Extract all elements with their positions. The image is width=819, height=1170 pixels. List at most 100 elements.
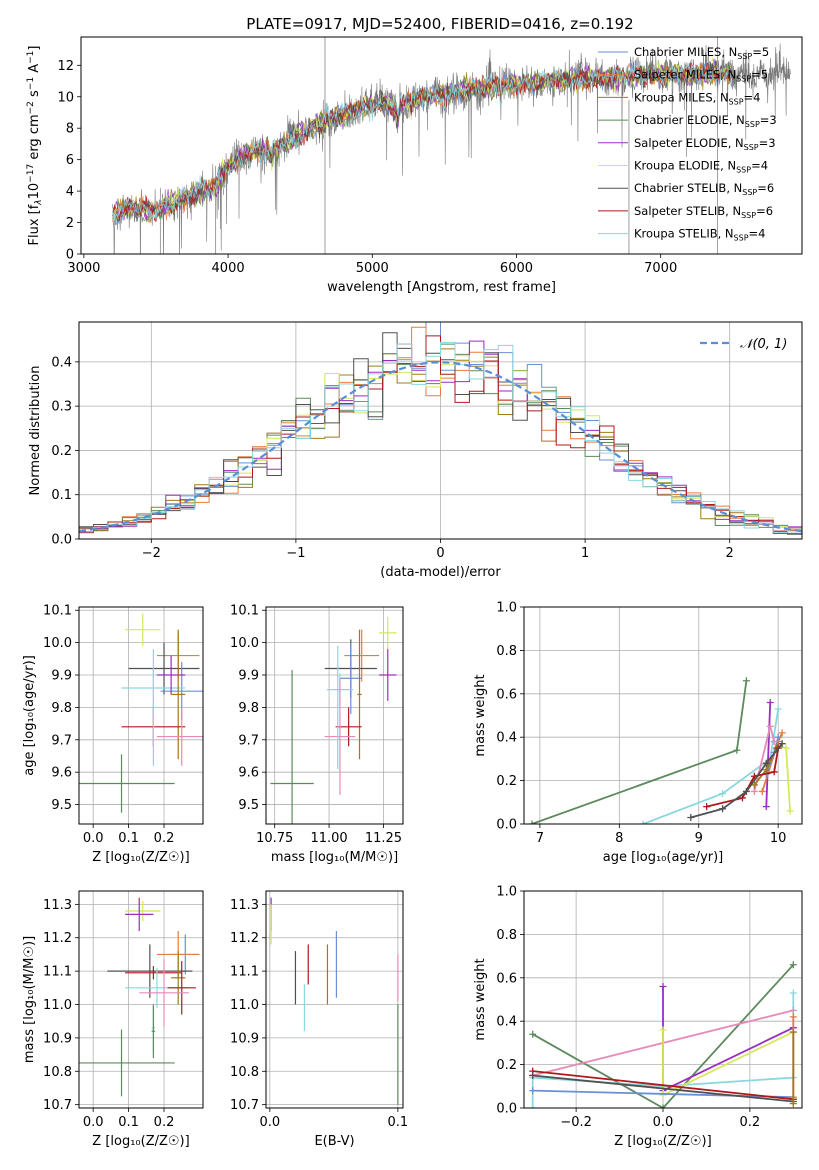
- x-axis-label: E(B-V): [314, 1134, 354, 1149]
- y-tick-label: 0.0: [496, 818, 517, 833]
- legend-label-sub: SSP: [729, 97, 744, 106]
- x-tick-label: 10: [770, 831, 787, 846]
- y-tick-label: 11.2: [43, 931, 72, 946]
- x-tick-label: 10.75: [256, 831, 293, 846]
- y-tick-label: 0.2: [496, 774, 517, 789]
- weight-marker: [762, 803, 770, 811]
- weight-marker: [750, 787, 758, 795]
- y-tick-label: 9.9: [238, 669, 259, 684]
- errorbar-point: [128, 642, 200, 695]
- plot-area-weight_vs_Z: [529, 961, 797, 1108]
- y-tick-label: 9.5: [238, 798, 259, 813]
- x-tick-label: 3000: [67, 261, 100, 276]
- x-tick-label: 0.1: [118, 831, 139, 846]
- legend-label-main: Salpeter STELIB, N: [634, 204, 741, 218]
- y-tick-label: 11.0: [43, 998, 72, 1013]
- weight-marker: [770, 768, 778, 776]
- legend-entry: Chabrier STELIB, NSSP=6: [598, 181, 774, 197]
- y-tick-label: 9.6: [51, 766, 72, 781]
- plot-area-residuals: [79, 322, 802, 539]
- errorbar-point: [171, 629, 186, 760]
- y-tick-label: 1.0: [496, 601, 517, 616]
- x-axis-label: mass [log₁₀(M/M☉)]: [271, 850, 398, 865]
- y-label-part: erg cm: [27, 114, 42, 163]
- y-tick-label: 0.3: [51, 400, 72, 415]
- x-axis-label: Z [log₁₀(Z/Z☉)]: [92, 850, 189, 865]
- y-tick-label: 9.8: [238, 701, 259, 716]
- weight-marker: [659, 1026, 667, 1034]
- legend-label-main: Salpeter MILES, N: [634, 68, 736, 82]
- legend-label: 𝒩(0, 1): [740, 337, 787, 352]
- y-tick-label: 0.4: [51, 355, 72, 370]
- legend-entry: Chabrier ELODIE, NSSP=3: [598, 113, 777, 129]
- legend-label-sub: SSP: [744, 143, 759, 152]
- weight-marker: [789, 961, 797, 969]
- y-tick-label: 10.1: [43, 604, 72, 619]
- weight-marker: [742, 787, 750, 795]
- weight-marker: [762, 759, 770, 767]
- y-tick-label: 10.7: [230, 1098, 259, 1113]
- x-tick-label: 6000: [500, 261, 533, 276]
- y-tick-label: 4: [66, 185, 74, 200]
- weight-marker: [703, 803, 711, 811]
- y-axis-label: mass weight: [473, 674, 488, 756]
- x-axis-label: (data-model)/error: [380, 565, 501, 580]
- y-axis-label: age [log₁₀(age/yr)]: [22, 655, 37, 776]
- legend-label-value: =6: [756, 204, 773, 218]
- y-tick-label: 10: [57, 90, 74, 105]
- y-tick-label: 9.7: [238, 733, 259, 748]
- weight-marker: [529, 1087, 537, 1095]
- y-tick-label: 9.6: [238, 766, 259, 781]
- axes-frame: [78, 606, 204, 825]
- y-tick-label: 12: [57, 59, 74, 74]
- weight-line-salpeter-stelib: [532, 1070, 794, 1101]
- residual-legend: 𝒩(0, 1): [700, 337, 787, 352]
- errorbar-point: [125, 613, 161, 646]
- errorbar-point: [336, 645, 339, 769]
- x-tick-label: 0: [436, 546, 444, 561]
- figure-title: PLATE=0917, MJD=52400, FIBERID=0416, z=0…: [246, 15, 633, 33]
- errorbar-point: [156, 707, 203, 766]
- y-label-part: A: [27, 64, 42, 77]
- plot-area-mass_vs_Z: [79, 897, 200, 1097]
- legend-label-value: =4: [744, 90, 761, 104]
- legend-label-sub: SSP: [745, 120, 760, 129]
- y-tick-label: 11.1: [230, 965, 259, 980]
- x-tick-label: 0.2: [154, 831, 175, 846]
- legend-entry: Kroupa STELIB, NSSP=4: [598, 227, 765, 243]
- x-tick-label: −1: [286, 546, 305, 561]
- y-label-part: −1: [26, 77, 36, 90]
- plot-area-weight_vs_age: [528, 677, 794, 824]
- errorbar-point: [125, 897, 154, 932]
- legend-label-value: =3: [759, 136, 776, 150]
- legend-label: Kroupa ELODIE, NSSP=4: [634, 159, 768, 175]
- x-tick-label: 0.0: [83, 831, 104, 846]
- errorbar-point: [344, 629, 380, 682]
- legend-label: Chabrier ELODIE, NSSP=3: [634, 113, 777, 129]
- y-tick-label: 1.0: [496, 885, 517, 900]
- y-axis-label: mass [log₁₀(M/M☉)]: [22, 936, 37, 1063]
- x-tick-label: 2: [726, 546, 734, 561]
- legend-label-sub: SSP: [736, 75, 751, 84]
- x-tick-label: 7: [536, 831, 544, 846]
- y-label-part: −17: [26, 164, 36, 183]
- errorbar-point: [125, 901, 161, 922]
- y-tick-label: 9.7: [51, 733, 72, 748]
- y-label-part: 10: [27, 183, 42, 200]
- legend-entry: Chabrier MILES, NSSP=5: [598, 45, 769, 61]
- y-tick-label: 10.9: [230, 1031, 259, 1046]
- y-label-part: λ: [34, 199, 44, 205]
- weight-marker: [782, 744, 790, 752]
- y-tick-label: 10.8: [43, 1065, 72, 1080]
- errorbar-point: [156, 655, 186, 695]
- legend-label-main: Salpeter ELODIE, N: [634, 136, 744, 150]
- axes-mass_vs_Z: 0.0 0.1 0.2 10.7 10.8 10.9 11.0 11.1 11.2 11.3 Z […: [22, 890, 204, 1149]
- x-tick-label: 8: [615, 831, 623, 846]
- legend-label: Salpeter STELIB, NSSP=6: [634, 204, 773, 220]
- y-tick-label: 0.4: [496, 731, 517, 746]
- legend-label-value: =5: [752, 45, 769, 59]
- axes-weight_vs_age: 7 8 9 10 0.0 0.2 0.4 0.6 0.8 1.0 age [log₁₀(age/yr…: [473, 601, 803, 865]
- plots-layer: 3000 4000 5000 6000 7000024681012wavelength …: [22, 36, 803, 1149]
- x-tick-label: 0.0: [259, 1115, 280, 1130]
